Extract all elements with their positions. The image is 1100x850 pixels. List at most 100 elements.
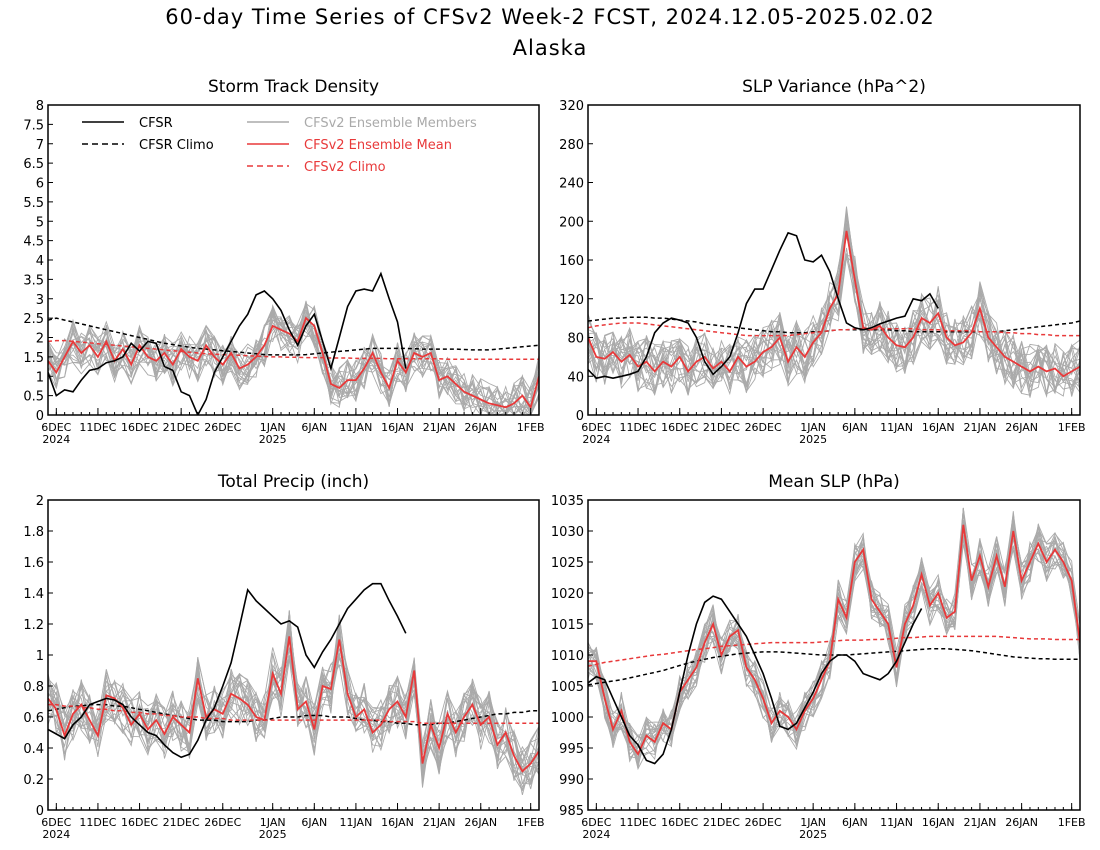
x-tick-label: 21JAN — [423, 816, 456, 829]
y-tick-label: 120 — [559, 293, 584, 308]
x-tick-label: 6DEC — [41, 816, 71, 829]
x-tick-label: 26JAN — [464, 816, 497, 829]
y-tick-label: 160 — [559, 254, 584, 269]
y-tick-label: 0.6 — [23, 711, 44, 726]
ensemble-member-line — [48, 305, 539, 415]
legend-cfsr-label: CFSR — [139, 116, 173, 131]
y-tick-label: 6 — [36, 177, 44, 192]
x-tick-label: 6DEC — [41, 421, 71, 434]
y-tick-label: 1005 — [551, 680, 584, 695]
plot-area — [48, 582, 539, 796]
x-tick-label: 21JAN — [964, 816, 997, 829]
x-tick-year-label: 2025 — [259, 433, 287, 446]
y-tick-label: 280 — [559, 138, 584, 153]
y-tick-label: 8 — [36, 99, 44, 114]
x-tick-label: 21DEC — [163, 421, 200, 434]
y-tick-label: 80 — [567, 332, 584, 347]
legend-mean-label: CFSv2 Ensemble Mean — [304, 138, 452, 153]
x-tick-label: 6DEC — [581, 816, 611, 829]
chart-legend: CFSR CFSR Climo CFSv2 Ensemble Members CFSv… — [82, 116, 477, 175]
y-tick-label: 1.4 — [23, 587, 44, 602]
y-tick-label: 5 — [36, 215, 44, 230]
y-tick-label: 1030 — [551, 525, 584, 540]
y-tick-label: 1010 — [551, 649, 584, 664]
panel-title: Mean SLP (hPa) — [768, 472, 900, 492]
ensemble-member-line — [588, 215, 1080, 394]
y-tick-label: 1.6 — [23, 556, 44, 571]
y-tick-label: 4 — [36, 254, 44, 269]
x-tick-label: 1FEB — [517, 816, 545, 829]
legend-cfsv2-climo-label: CFSv2 Climo — [304, 160, 386, 175]
cfsr-climo-line — [48, 703, 539, 726]
x-tick-label: 11DEC — [79, 816, 116, 829]
y-tick-label: 320 — [559, 99, 584, 114]
y-tick-label: 0.8 — [23, 680, 44, 695]
y-tick-label: 4.5 — [23, 235, 44, 250]
x-tick-year-label: 2024 — [582, 828, 610, 841]
y-tick-label: 200 — [559, 215, 584, 230]
y-tick-label: 2.5 — [23, 312, 44, 327]
y-tick-label: 1.8 — [23, 525, 44, 540]
cfsr-line — [588, 595, 923, 765]
chart-panel-1: SLP Variance (hPa^2) 0 40 80 120 160 200 240 280… — [559, 77, 1085, 446]
y-tick-label: 1025 — [551, 556, 584, 571]
x-tick-label: 26JAN — [464, 421, 497, 434]
x-tick-label: 26JAN — [1005, 421, 1038, 434]
x-tick-label: 1JAN — [260, 421, 286, 434]
x-tick-label: 11JAN — [880, 421, 913, 434]
y-tick-label: 2 — [36, 332, 44, 347]
x-tick-label: 11DEC — [619, 816, 656, 829]
y-tick-label: 990 — [559, 773, 584, 788]
cfsr-line — [48, 582, 407, 759]
panel-title: Storm Track Density — [208, 77, 379, 97]
y-tick-label: 1 — [36, 370, 44, 385]
plot-frame — [47, 104, 540, 416]
y-tick-label: 0.4 — [23, 742, 44, 757]
ensemble-member-line — [48, 312, 539, 414]
chart-panel-2: Total Precip (inch) 0 0.2 0.4 0.6 0.8 1 1.2 1.4 1… — [23, 472, 544, 841]
x-tick-label: 11JAN — [880, 816, 913, 829]
x-tick-label: 6JAN — [842, 421, 868, 434]
x-tick-label: 21JAN — [964, 421, 997, 434]
y-tick-label: 1015 — [551, 618, 584, 633]
chart-panel-0: Storm Track Density 0 0.5 1 1.5 2 2.5 3 3.5 4 4.5 5… — [23, 77, 544, 446]
x-tick-label: 16JAN — [922, 816, 955, 829]
x-tick-year-label: 2024 — [582, 433, 610, 446]
x-tick-label: 21DEC — [703, 816, 740, 829]
y-tick-label: 240 — [559, 177, 584, 192]
y-tick-label: 6.5 — [23, 157, 44, 172]
x-tick-label: 26DEC — [745, 421, 782, 434]
x-tick-label: 16DEC — [661, 421, 698, 434]
plot-area — [588, 507, 1080, 771]
y-tick-label: 1020 — [551, 587, 584, 602]
panel-title: SLP Variance (hPa^2) — [742, 77, 926, 97]
x-tick-year-label: 2024 — [42, 828, 70, 841]
ensemble-member-line — [48, 307, 539, 415]
x-tick-label: 11JAN — [340, 816, 373, 829]
y-tick-label: 1035 — [551, 494, 584, 509]
x-tick-year-label: 2025 — [799, 828, 827, 841]
cfsv2-climo-line — [588, 322, 1080, 337]
x-tick-label: 16DEC — [121, 421, 158, 434]
x-tick-label: 16JAN — [922, 421, 955, 434]
x-tick-label: 16JAN — [381, 816, 414, 829]
x-tick-year-label: 2024 — [42, 433, 70, 446]
y-tick-label: 3.5 — [23, 273, 44, 288]
x-tick-label: 1FEB — [1058, 816, 1086, 829]
x-tick-label: 11JAN — [340, 421, 373, 434]
x-tick-label: 6JAN — [842, 816, 868, 829]
y-tick-label: 5.5 — [23, 196, 44, 211]
ensemble-member-line — [48, 303, 539, 415]
chart-panel-3: Mean SLP (hPa) 985 990 995 1000 1005 1010 1015 1… — [551, 472, 1086, 841]
cfsr-climo-line — [48, 317, 539, 356]
ensemble-mean-line — [588, 524, 1080, 757]
y-tick-label: 2 — [36, 494, 44, 509]
x-tick-label: 21DEC — [703, 421, 740, 434]
x-tick-label: 1FEB — [1058, 421, 1086, 434]
plot-frame — [587, 499, 1081, 811]
y-tick-label: 7 — [36, 138, 44, 153]
x-tick-label: 26DEC — [204, 816, 241, 829]
ensemble-member-line — [48, 313, 539, 415]
ensemble-member-line — [588, 525, 1080, 761]
